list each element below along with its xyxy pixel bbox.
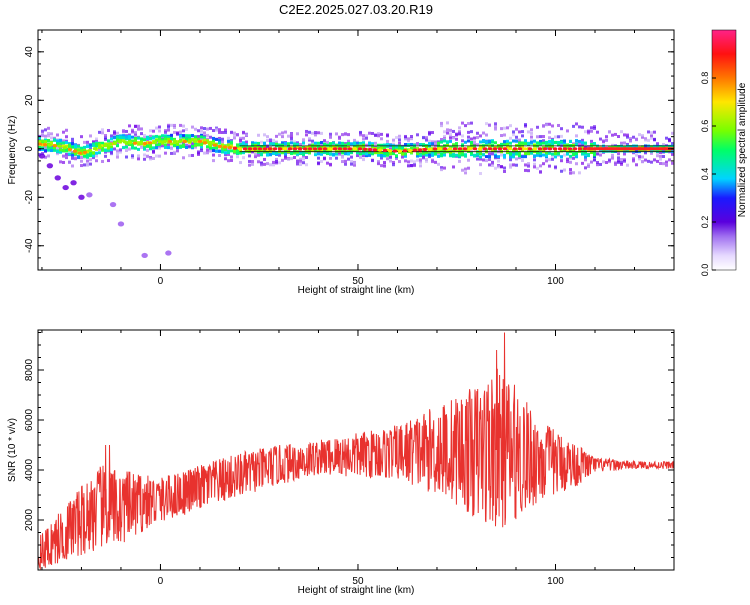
spectrogram-panel: 0 50 100 -40 -20 0 20 40 Height of straight li… <box>7 29 675 296</box>
snr-y-tick-label: 4000 <box>24 458 35 481</box>
scattered-component-point <box>54 175 61 181</box>
spectrogram-y-tick-label: -20 <box>24 190 35 205</box>
colorbar: 0.0 0.2 0.4 0.6 0.8 Normalized spectral ampl… <box>700 29 748 277</box>
colorbar-tick-label: 0.0 <box>700 264 710 277</box>
scattered-component-point <box>78 194 85 200</box>
snr-plot-area <box>38 332 674 570</box>
spectrogram-y-ticks: -40 -20 0 20 40 <box>24 39 674 271</box>
snr-panel: 0 50 100 2000 4000 6000 8000 Height of straig… <box>7 329 675 596</box>
scattered-component-point <box>46 163 54 169</box>
spectrogram-x-tick-label: 50 <box>352 276 364 287</box>
colorbar-label: Normalized spectral amplitude <box>737 82 748 217</box>
snr-y-axis-label: SNR (10 * v/v) <box>7 418 18 482</box>
scattered-component-point <box>109 201 117 208</box>
spectrogram-y-tick-label: 20 <box>24 94 35 106</box>
snr-y-tick-label: 6000 <box>24 408 35 431</box>
scattered-component-point <box>86 192 93 198</box>
spectrogram-y-tick-label: -40 <box>24 238 35 253</box>
scattered-component-point <box>117 221 125 227</box>
scattered-component-point <box>38 153 46 159</box>
figure-title: C2E2.2025.027.03.20.R19 <box>279 2 433 17</box>
snr-frame <box>37 329 675 571</box>
colorbar-tick-label: 0.8 <box>700 72 710 85</box>
spectrogram-x-ticks: 0 50 100 <box>41 30 675 287</box>
snr-y-tick-label: 8000 <box>24 358 35 381</box>
spectrogram-heatmap <box>38 121 674 259</box>
snr-series-line <box>38 332 674 570</box>
colorbar-tick-label: 0.6 <box>700 120 710 133</box>
spectrogram-y-axis-label: Frequency (Hz) <box>7 116 18 185</box>
snr-y-tick-label: 2000 <box>24 508 35 531</box>
scattered-component-point <box>165 250 172 256</box>
snr-x-ticks: 0 50 100 <box>41 330 675 587</box>
snr-background <box>38 330 674 570</box>
spectrogram-x-tick-label: 0 <box>158 276 164 287</box>
colorbar-gradient <box>711 29 737 271</box>
colorbar-tick-label: 0.2 <box>700 216 710 229</box>
snr-x-tick-label: 50 <box>352 576 364 587</box>
colorbar-ticks: 0.0 0.2 0.4 0.6 0.8 <box>700 72 716 277</box>
snr-y-ticks: 2000 4000 6000 8000 <box>24 332 674 558</box>
colorbar-tick-label: 0.4 <box>700 168 710 181</box>
snr-x-axis-label: Height of straight line (km) <box>298 585 415 596</box>
scattered-component-point <box>62 184 69 191</box>
snr-x-tick-label: 100 <box>547 576 564 587</box>
spectrogram-x-axis-label: Height of straight line (km) <box>298 285 415 296</box>
spectrogram-x-tick-label: 100 <box>547 276 564 287</box>
spectrogram-y-tick-label: 0 <box>24 146 35 152</box>
snr-x-tick-label: 0 <box>158 576 164 587</box>
spectrogram-y-tick-label: 40 <box>24 46 35 58</box>
scattered-component-point <box>70 180 77 186</box>
spectrogram-frame <box>37 29 675 271</box>
scattered-component-point <box>141 252 148 259</box>
